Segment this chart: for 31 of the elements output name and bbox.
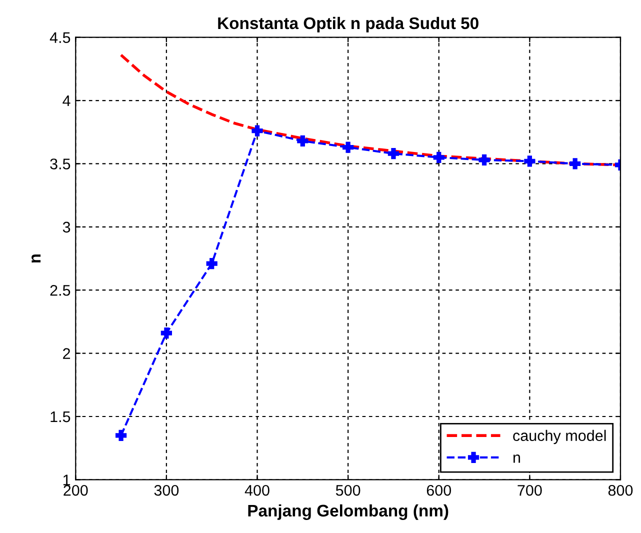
y-axis-title: n — [32, 254, 41, 262]
x-tick-label: 200 — [64, 484, 88, 496]
y-tick-label: 3.5 — [50, 158, 70, 170]
point — [115, 430, 127, 442]
y-tick-label: 4.5 — [50, 32, 70, 43]
point — [160, 328, 172, 339]
x-tick-label: 300 — [154, 484, 179, 496]
y-tick-label: 3 — [62, 222, 70, 233]
y-tick-label: 4 — [62, 96, 70, 106]
x-tick-label: 400 — [244, 484, 270, 496]
y-tick-label: 2 — [63, 348, 70, 359]
point — [388, 148, 400, 160]
point — [342, 142, 354, 153]
chart-title: Konstanta Optik n pada Sudut 50 — [218, 16, 478, 32]
point — [433, 152, 444, 163]
x-axis-title: Panjang Gelombang (nm) — [248, 504, 448, 520]
point — [297, 135, 308, 147]
y-tick-label: 1.5 — [50, 412, 70, 422]
point — [570, 158, 581, 170]
point — [206, 258, 218, 270]
point — [524, 156, 536, 167]
x-tick-label: 700 — [518, 484, 542, 496]
point — [478, 154, 490, 166]
point — [252, 125, 263, 136]
y-tick-label: 2.5 — [50, 284, 70, 296]
y-tick-label: 1 — [63, 474, 70, 486]
x-tick-label: 800 — [608, 484, 633, 496]
legend-label: cauchy model — [513, 430, 606, 444]
x-tick-label: 500 — [336, 484, 360, 496]
legend-label: n — [513, 454, 520, 463]
x-tick-label: 600 — [426, 484, 452, 496]
